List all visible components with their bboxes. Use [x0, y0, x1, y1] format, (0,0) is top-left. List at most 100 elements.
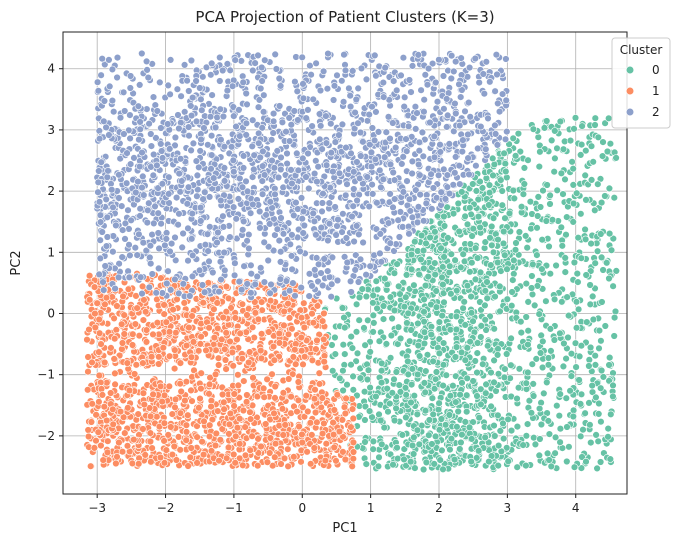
point-cluster-0 [477, 333, 485, 341]
point-cluster-0 [591, 206, 599, 215]
point-cluster-2 [306, 61, 314, 70]
point-cluster-1 [230, 390, 239, 398]
point-cluster-2 [377, 183, 385, 192]
point-cluster-0 [466, 240, 475, 248]
point-cluster-1 [149, 330, 157, 339]
point-cluster-1 [236, 440, 244, 448]
point-cluster-0 [581, 235, 590, 244]
point-cluster-1 [187, 353, 196, 361]
point-cluster-1 [146, 412, 155, 420]
point-cluster-0 [496, 282, 504, 291]
point-cluster-0 [369, 311, 377, 319]
point-cluster-0 [398, 431, 407, 439]
point-cluster-0 [420, 264, 428, 273]
point-cluster-0 [561, 268, 569, 276]
point-cluster-0 [369, 291, 377, 300]
point-cluster-0 [435, 399, 443, 407]
point-cluster-1 [184, 411, 192, 419]
point-cluster-0 [543, 378, 551, 387]
point-cluster-1 [294, 378, 303, 386]
point-cluster-0 [463, 408, 471, 416]
point-cluster-0 [460, 298, 468, 306]
point-cluster-0 [517, 318, 525, 326]
point-cluster-1 [242, 398, 251, 406]
point-cluster-0 [533, 212, 542, 220]
point-cluster-0 [461, 418, 469, 426]
point-cluster-0 [364, 366, 373, 374]
point-cluster-1 [302, 392, 310, 400]
point-cluster-0 [488, 241, 496, 250]
point-cluster-0 [473, 339, 482, 347]
point-cluster-2 [318, 199, 327, 207]
point-cluster-1 [313, 418, 321, 426]
point-cluster-0 [372, 392, 380, 401]
point-cluster-0 [537, 331, 545, 340]
point-cluster-0 [466, 204, 474, 212]
point-cluster-0 [556, 390, 564, 398]
point-cluster-0 [451, 353, 460, 361]
point-cluster-1 [141, 451, 149, 459]
point-cluster-0 [494, 441, 503, 450]
point-cluster-0 [439, 280, 447, 289]
point-cluster-0 [503, 444, 511, 452]
point-cluster-1 [339, 448, 347, 456]
point-cluster-1 [230, 450, 238, 459]
point-cluster-2 [187, 56, 196, 65]
point-cluster-0 [407, 398, 415, 407]
point-cluster-2 [171, 233, 179, 242]
point-cluster-0 [426, 233, 434, 242]
point-cluster-1 [290, 453, 298, 461]
point-cluster-0 [539, 337, 547, 346]
point-cluster-0 [522, 279, 530, 288]
point-cluster-1 [254, 315, 263, 323]
point-cluster-1 [215, 361, 223, 369]
point-cluster-0 [430, 460, 438, 468]
point-cluster-0 [490, 378, 498, 387]
point-cluster-0 [607, 246, 616, 254]
point-cluster-0 [467, 457, 475, 466]
point-cluster-2 [440, 105, 448, 113]
point-cluster-2 [405, 195, 414, 204]
point-cluster-0 [497, 176, 505, 184]
point-cluster-1 [95, 371, 104, 380]
point-cluster-1 [156, 382, 165, 390]
point-cluster-1 [187, 444, 195, 452]
point-cluster-0 [484, 438, 493, 447]
point-cluster-1 [278, 405, 287, 413]
point-cluster-0 [435, 318, 444, 326]
point-cluster-0 [511, 152, 520, 160]
point-cluster-0 [530, 301, 539, 310]
point-cluster-0 [605, 229, 614, 238]
point-cluster-1 [125, 386, 134, 395]
point-cluster-1 [258, 298, 266, 306]
point-cluster-1 [153, 413, 161, 421]
point-cluster-1 [195, 347, 203, 355]
point-cluster-0 [360, 388, 369, 396]
point-cluster-0 [564, 311, 573, 320]
point-cluster-1 [134, 410, 142, 418]
point-cluster-0 [396, 388, 405, 396]
point-cluster-1 [171, 395, 180, 404]
point-cluster-1 [349, 448, 358, 456]
point-cluster-0 [415, 270, 423, 278]
point-cluster-2 [376, 230, 384, 238]
point-cluster-0 [524, 327, 532, 335]
point-cluster-0 [556, 117, 565, 126]
point-cluster-0 [528, 272, 536, 280]
point-cluster-1 [100, 358, 109, 367]
point-cluster-1 [250, 333, 258, 342]
point-cluster-2 [148, 230, 156, 239]
point-cluster-2 [382, 128, 390, 136]
point-cluster-2 [95, 135, 104, 143]
point-cluster-0 [483, 294, 491, 302]
point-cluster-0 [514, 384, 523, 392]
point-cluster-0 [487, 261, 495, 269]
point-cluster-0 [561, 175, 569, 184]
point-cluster-0 [432, 303, 441, 311]
point-cluster-2 [286, 240, 294, 249]
point-cluster-0 [516, 147, 524, 156]
point-cluster-0 [463, 344, 471, 352]
point-cluster-1 [224, 443, 233, 452]
point-cluster-0 [393, 444, 401, 452]
point-cluster-0 [504, 415, 512, 423]
